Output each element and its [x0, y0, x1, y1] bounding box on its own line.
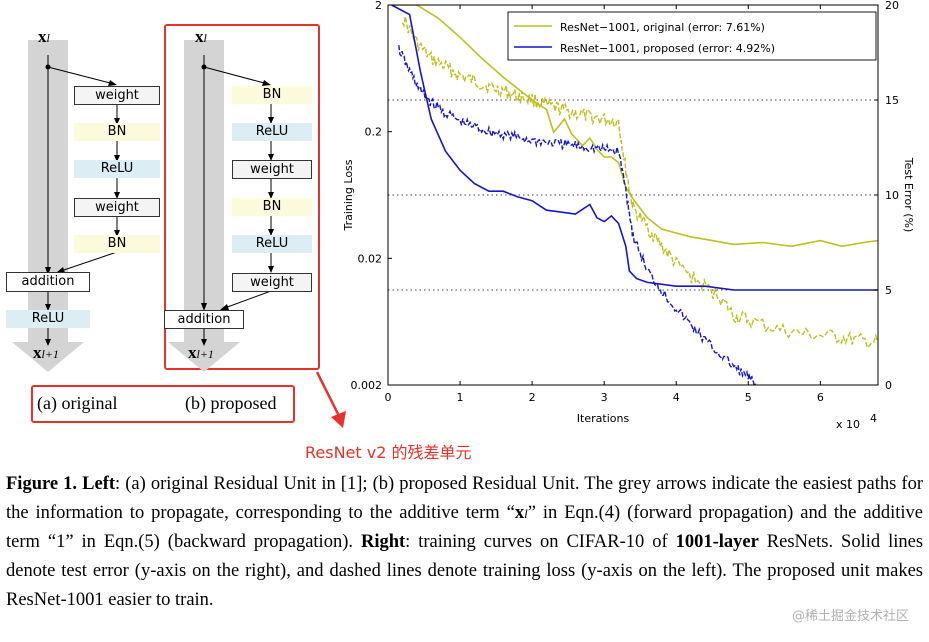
- caption-xl-var: x: [514, 503, 525, 523]
- left-bn-1: BN: [74, 123, 160, 141]
- watermark: @稀土掘金技术社区: [791, 609, 909, 624]
- caption-bold-term: 1001-layer: [675, 532, 759, 552]
- input-sub-right: l: [203, 31, 207, 45]
- legend-label-proposed: ResNet−1001, proposed (error: 4.92%): [560, 42, 775, 55]
- x-tick-label-2: 2: [529, 391, 536, 404]
- test-error-line-original: [391, 5, 878, 248]
- residual-unit-proposed: xl BN ReLU weight BN ReLU weight additio…: [160, 0, 325, 380]
- output-xl1-left: xl+1: [33, 343, 59, 363]
- right-weight-1: weight: [232, 160, 312, 179]
- y-left-tick-label-0: 2: [375, 0, 382, 12]
- output-sub-right: l+1: [196, 347, 214, 361]
- input-xl-right: xl: [195, 27, 207, 47]
- caption-segment-3: : training curves on CIFAR-10 of: [405, 532, 668, 552]
- x-tick-label-1: 1: [457, 391, 464, 404]
- residual-unit-proposed-frame: [164, 24, 320, 370]
- sub-labels-box: (a) original (b) proposed: [31, 385, 295, 423]
- x-tick-label-5: 5: [745, 391, 752, 404]
- output-var-left: x: [33, 343, 42, 362]
- output-var-right: x: [188, 343, 197, 362]
- training-loss-line-original: [401, 16, 878, 349]
- annotation-text: ResNet v2 的残差单元: [305, 443, 472, 462]
- training-loss-line-proposed: [398, 45, 757, 385]
- y-left-axis-label: Training Loss: [342, 159, 355, 231]
- annotation-arrow: [315, 371, 346, 428]
- x-multiplier-exponent: 4: [870, 412, 877, 425]
- right-bn-1: BN: [232, 86, 312, 104]
- output-xl1-right: xl+1: [188, 343, 214, 363]
- caption-right-heading: Right: [360, 532, 406, 552]
- test-error-line-proposed: [391, 5, 878, 291]
- left-weight-1: weight: [74, 86, 160, 105]
- residual-unit-original: xl weight BN ReLU weight BN addition ReL…: [0, 0, 165, 380]
- y-right-tick-label-4: 0: [885, 379, 892, 392]
- left-post-relu: ReLU: [6, 310, 90, 328]
- input-var-left: x: [38, 27, 47, 46]
- y-left-tick-label-3: 0.002: [351, 379, 383, 392]
- right-addition: addition: [164, 310, 244, 329]
- training-curves-chart: 0 1 2 3 4 5 6 2 0.2 0.02 0.002 20 15 10 5 0 Iterations x …: [342, 0, 915, 431]
- input-var-right: x: [195, 27, 204, 46]
- y-left-tick-label-2: 0.02: [358, 252, 383, 265]
- output-sub-left: l+1: [41, 347, 59, 361]
- right-bn-2: BN: [232, 198, 312, 216]
- x-tick-label-0: 0: [385, 391, 392, 404]
- y-right-tick-label-2: 10: [885, 189, 899, 202]
- y-left-tick-label-1: 0.2: [365, 126, 383, 139]
- x-axis-label: Iterations: [577, 412, 630, 425]
- right-weight-2: weight: [232, 273, 312, 292]
- legend-label-original: ResNet−1001, original (error: 7.61%): [560, 21, 765, 34]
- figure-caption: Figure 1. Left: (a) original Residual Un…: [6, 470, 923, 615]
- y-right-tick-label-3: 5: [885, 284, 892, 297]
- left-relu-1: ReLU: [74, 160, 160, 178]
- caption-paragraph: Figure 1. Left: (a) original Residual Un…: [6, 470, 923, 615]
- caption-figure-label: Figure 1.: [6, 474, 78, 494]
- input-sub-left: l: [46, 31, 50, 45]
- input-xl-left: xl: [38, 27, 50, 47]
- y-right-tick-label-1: 15: [885, 94, 899, 107]
- caption-left-heading: Left: [82, 474, 116, 494]
- proposed-flow-arrows: [168, 40, 274, 372]
- x-tick-label-4: 4: [673, 391, 680, 404]
- y-right-axis-label: Test Error (%): [902, 157, 915, 233]
- x-multiplier-label: x 10: [836, 418, 860, 431]
- label-original: (a) original: [37, 393, 118, 413]
- legend-box: [507, 11, 877, 61]
- left-addition: addition: [6, 272, 90, 292]
- caption-segment-4: ResNets. Solid lines denote test error (…: [6, 532, 924, 610]
- left-weight-2: weight: [74, 198, 160, 217]
- right-relu-2: ReLU: [232, 235, 312, 253]
- caption-segment-1: : (a) original Residual Unit in [1]; (b)…: [6, 474, 923, 523]
- right-relu-1: ReLU: [232, 123, 312, 141]
- label-proposed: (b) proposed: [185, 393, 277, 413]
- left-bn-2: BN: [74, 235, 160, 253]
- x-tick-label-6: 6: [817, 391, 824, 404]
- x-tick-label-3: 3: [601, 391, 608, 404]
- y-right-tick-label-0: 20: [885, 0, 899, 12]
- caption-segment-2: ” in Eqn.(4) (forward propagation) and t…: [6, 503, 924, 552]
- caption-xl-sub: l: [524, 506, 528, 521]
